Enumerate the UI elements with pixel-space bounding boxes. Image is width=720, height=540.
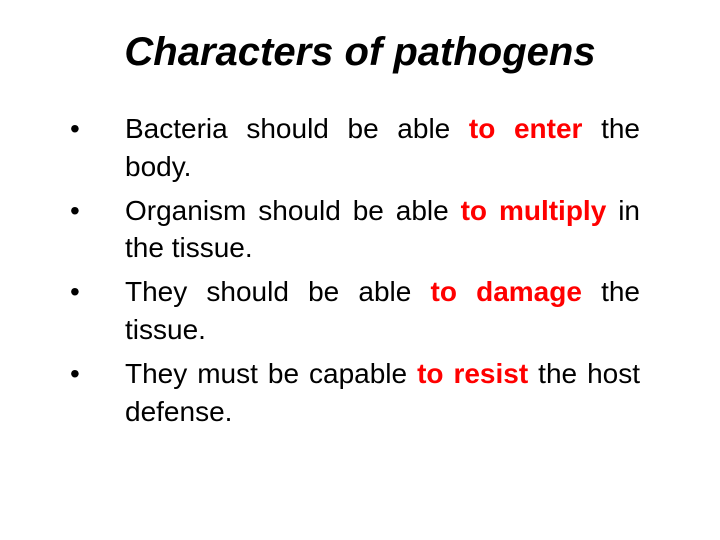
text-pre: They must be capable [125,358,417,389]
keyword: to multiply [461,195,607,226]
list-item: • Bacteria should be able to enter the b… [70,110,640,186]
bullet-mark: • [70,355,125,393]
bullet-mark: • [70,192,125,230]
slide: Characters of pathogens • Bacteria shoul… [0,0,720,540]
slide-title: Characters of pathogens [50,30,670,75]
bullet-text: Organism should be able to multiply in t… [125,192,640,268]
list-item: • Organism should be able to multiply in… [70,192,640,268]
text-pre: Organism should be able [125,195,461,226]
text-pre: Bacteria should be able [125,113,469,144]
bullet-text: They should be able to damage the tissue… [125,273,640,349]
text-pre: They should be able [125,276,431,307]
bullet-mark: • [70,273,125,311]
keyword: to enter [469,113,583,144]
bullet-text: Bacteria should be able to enter the bod… [125,110,640,186]
keyword: to resist [417,358,528,389]
keyword: to damage [431,276,582,307]
list-item: • They should be able to damage the tiss… [70,273,640,349]
list-item: • They must be capable to resist the hos… [70,355,640,431]
bullet-list: • Bacteria should be able to enter the b… [50,110,670,430]
bullet-mark: • [70,110,125,148]
bullet-text: They must be capable to resist the host … [125,355,640,431]
